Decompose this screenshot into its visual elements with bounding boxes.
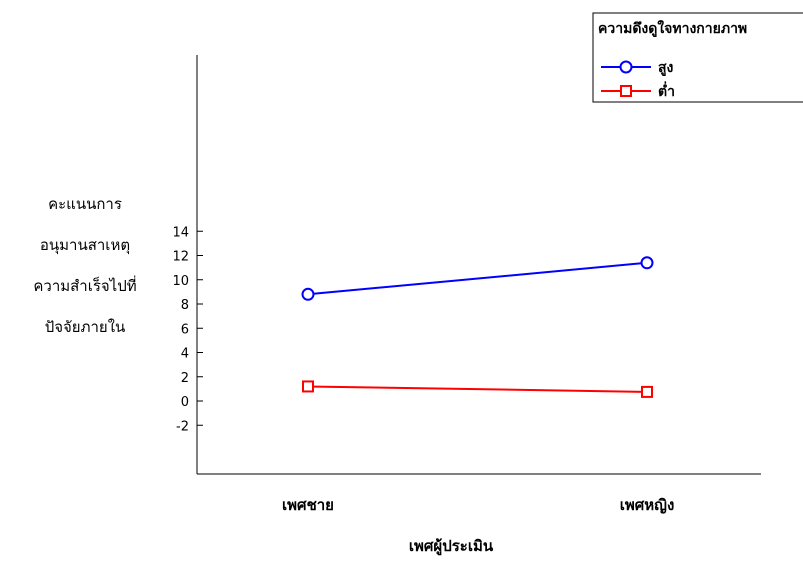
y-axis: 14 12 10 8 6 4 2 0 -2 (172, 55, 203, 474)
data-point (302, 380, 314, 393)
data-point (301, 287, 315, 301)
y-axis-label-line-3: ความสำเร็จไปที่ (33, 277, 137, 295)
y-tick-label: 4 (181, 347, 189, 362)
plot-area (301, 256, 654, 398)
series-line (307, 385, 648, 393)
legend-label: สูง (658, 60, 674, 76)
legend-entry: ต่ำ (601, 81, 675, 100)
y-tick-label: 14 (172, 225, 189, 240)
y-tick-label: 8 (181, 298, 189, 313)
y-tick-label: 12 (172, 250, 189, 265)
series-line (307, 261, 648, 296)
x-axis-label: เพศผู้ประเมิน (409, 537, 494, 556)
y-tick-label: 2 (181, 371, 189, 386)
x-tick-label: เพศหญิง (620, 496, 675, 514)
legend-entries: สูงต่ำ (601, 60, 675, 100)
x-tick-label: เพศชาย (282, 496, 334, 514)
legend-title: ความดึงดูใจทางกายภาพ (598, 19, 747, 37)
series-1 (301, 256, 654, 301)
legend-marker (619, 60, 633, 74)
data-point (641, 385, 653, 398)
legend: ความดึงดูใจทางกายภาพ สูงต่ำ (592, 12, 803, 103)
y-tick-label: 10 (172, 274, 189, 289)
legend-marker (620, 85, 632, 97)
y-axis-label-line-2: อนุมานสาเหตุ (39, 236, 131, 254)
legend-entry: สูง (601, 60, 674, 76)
y-axis-label-line-4: ปัจจัยภายใน (44, 318, 126, 336)
y-tick-label: 0 (181, 395, 189, 410)
x-ticks: เพศชาย เพศหญิง (282, 496, 674, 514)
x-axis: เพศชาย เพศหญิง เพศผู้ประเมิน (197, 473, 761, 556)
series-2 (302, 380, 653, 398)
y-axis-label-line-1: คะแนนการ (48, 195, 122, 213)
legend-label: ต่ำ (658, 81, 675, 100)
y-tick-label: 6 (181, 322, 189, 337)
y-ticks: 14 12 10 8 6 4 2 0 -2 (172, 225, 203, 434)
y-tick-label: -2 (176, 419, 189, 434)
data-point (640, 256, 654, 270)
